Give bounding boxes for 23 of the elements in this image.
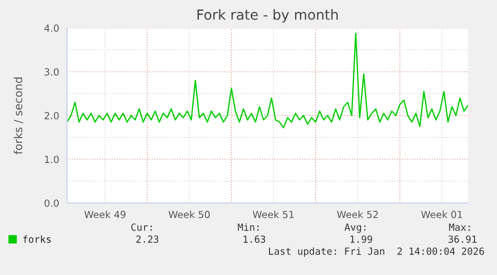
text: 1.63 [244,235,266,243]
text: 1.99 [350,235,372,243]
y-axis-title: forks / second [14,78,24,154]
x-tick-label: Week 52 [337,210,378,218]
x-tick-label: Week 01 [421,210,462,218]
y-tick-label: 1.0 [44,156,59,164]
y-tick-label: 0.0 [44,199,59,207]
y-tick-label: 4.0 [44,24,59,32]
text: Avg: [344,224,366,233]
chart-title: Fork rate - by month [198,9,338,23]
x-tick-label: Week 51 [252,210,294,218]
line-series [67,32,468,128]
text: 2.23 [136,235,158,243]
text: Last update: Fri Jan 2 14:00:04 2026 [269,247,484,257]
x-tick-label: Week 49 [84,210,126,218]
x-tick-label: Week 50 [168,210,210,218]
text: Cur: [131,223,152,231]
legend-label: forks [23,235,51,243]
text: Min: [238,223,259,231]
text: 36.91 [448,235,476,243]
text: Max: [449,224,470,231]
y-tick-label: 2.0 [44,112,59,120]
y-tick-label: 3.0 [44,68,59,76]
